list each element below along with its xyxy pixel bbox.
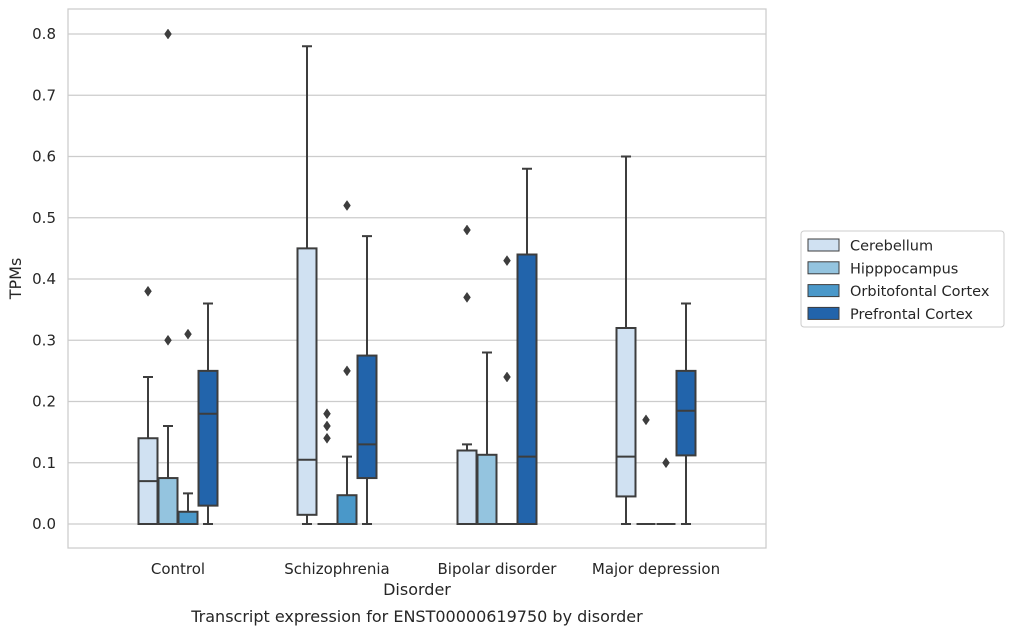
y-tick-label: 0.1 xyxy=(32,454,56,472)
x-tick-label: Control xyxy=(151,560,205,578)
iqr-box xyxy=(516,253,538,525)
box xyxy=(516,167,538,525)
legend-swatch xyxy=(807,261,840,275)
box xyxy=(356,235,378,525)
box xyxy=(636,414,656,525)
legend-swatch xyxy=(807,284,840,298)
y-tick-label: 0.3 xyxy=(32,331,56,349)
y-tick-label: 0.8 xyxy=(32,25,56,43)
gridlines xyxy=(68,33,766,525)
legend: Cerebellum Hipppocampus Orbitofontal Corte… xyxy=(800,230,1005,328)
outlier-point xyxy=(343,365,351,377)
series-cerebellum xyxy=(137,45,637,525)
box xyxy=(456,224,478,525)
outlier-point xyxy=(164,28,172,40)
box xyxy=(656,457,676,525)
outlier-point xyxy=(323,408,331,420)
y-tick-label: 0.4 xyxy=(32,270,56,288)
legend-swatch xyxy=(807,238,840,252)
x-axis-ticks: Control Schizophrenia Bipolar disorder Majo… xyxy=(151,560,720,578)
outlier-point xyxy=(463,224,471,236)
outlier-point xyxy=(164,334,172,346)
y-tick-label: 0.0 xyxy=(32,515,56,533)
outlier-point xyxy=(503,255,511,267)
chart-caption: Transcript expression for ENST0000061975… xyxy=(190,607,643,626)
box-plot-area xyxy=(137,28,697,526)
iqr-box xyxy=(336,494,358,525)
y-tick-label: 0.7 xyxy=(32,86,56,104)
x-axis-label: Disorder xyxy=(383,580,451,599)
iqr-box xyxy=(177,510,199,525)
box xyxy=(296,45,318,525)
outlier-point xyxy=(662,457,670,469)
box xyxy=(615,155,637,525)
outlier-point xyxy=(323,420,331,432)
iqr-box xyxy=(615,327,637,498)
legend-label: Cerebellum xyxy=(850,239,933,255)
y-axis-label: TPMs xyxy=(6,258,25,301)
outlier-point xyxy=(642,414,650,426)
series-orbitofontal-cortex xyxy=(177,200,676,525)
box xyxy=(675,302,697,525)
legend-label: Prefrontal Cortex xyxy=(850,307,973,323)
series-hipppocampus xyxy=(157,28,656,526)
plot-frame xyxy=(67,8,767,549)
iqr-box xyxy=(356,354,378,480)
iqr-box xyxy=(197,369,219,507)
y-tick-label: 0.2 xyxy=(32,393,56,411)
outlier-point xyxy=(323,432,331,444)
legend-swatch xyxy=(807,306,840,320)
outlier-point xyxy=(463,291,471,303)
y-tick-label: 0.5 xyxy=(32,209,56,227)
iqr-box xyxy=(476,453,498,526)
iqr-box xyxy=(456,449,478,525)
x-tick-label: Major depression xyxy=(592,560,720,578)
legend-label: Hipppocampus xyxy=(850,261,958,277)
series-prefrontal-cortex xyxy=(197,167,697,525)
outlier-point xyxy=(144,285,152,297)
box xyxy=(476,351,498,526)
iqr-box xyxy=(675,369,697,457)
box xyxy=(157,28,179,525)
box xyxy=(177,328,199,525)
box xyxy=(197,302,219,525)
box xyxy=(497,255,517,525)
legend-label: Orbitofontal Cortex xyxy=(850,284,990,300)
box xyxy=(336,200,358,525)
box xyxy=(317,408,337,525)
outlier-point xyxy=(184,328,192,340)
iqr-box xyxy=(296,247,318,516)
y-tick-label: 0.6 xyxy=(32,148,56,166)
outlier-point xyxy=(503,371,511,383)
box xyxy=(137,285,159,525)
x-tick-label: Bipolar disorder xyxy=(438,560,558,578)
legend-frame xyxy=(800,230,1005,328)
x-tick-label: Schizophrenia xyxy=(284,560,389,578)
outlier-point xyxy=(343,200,351,211)
iqr-box xyxy=(157,477,179,525)
y-axis-ticks: 0.0 0.1 0.2 0.3 0.4 0.5 0.6 0.7 0.8 xyxy=(32,25,56,533)
